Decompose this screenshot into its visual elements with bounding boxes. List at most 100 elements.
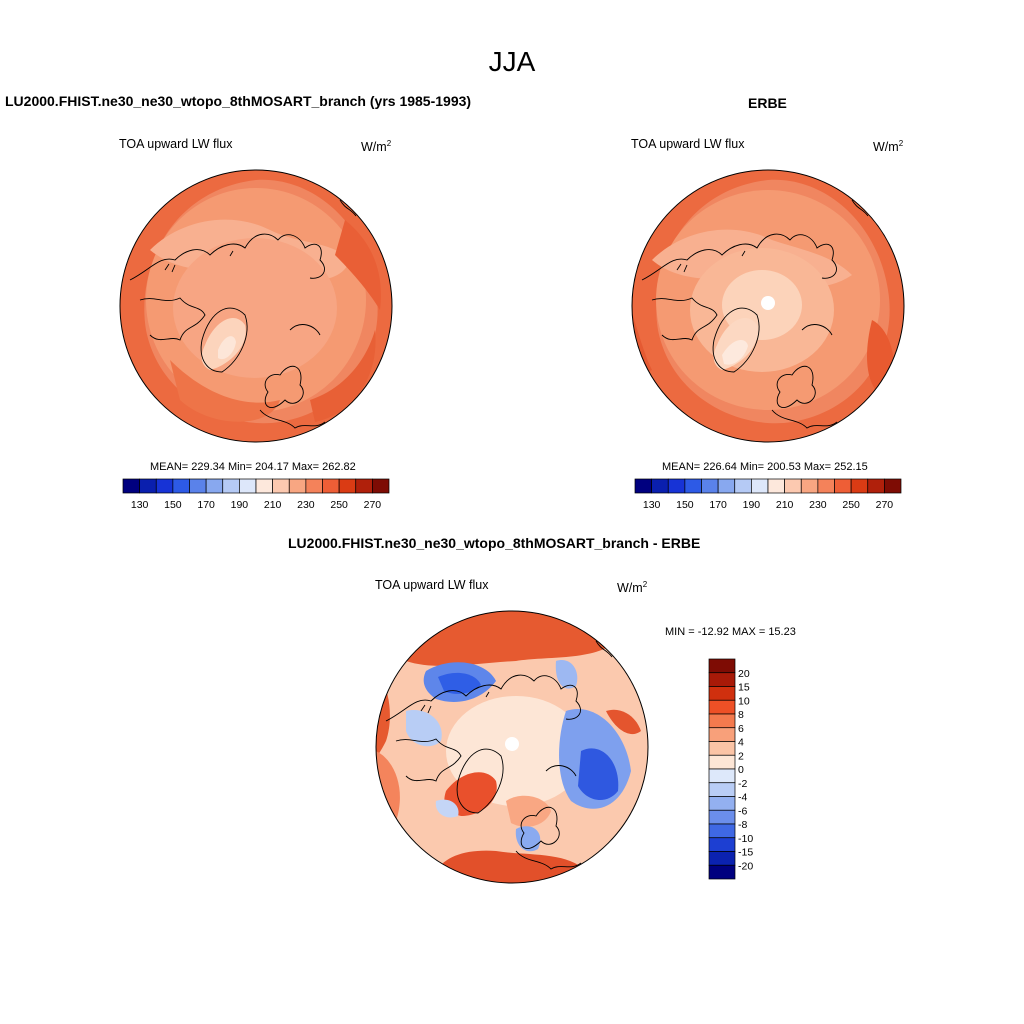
colorbar-tick-label: 170 [197, 499, 215, 511]
colorbar-swatch [767, 478, 785, 494]
obs-map [631, 169, 905, 443]
colorbar-tick-label: -15 [738, 847, 753, 859]
colorbar-swatch [708, 851, 736, 866]
diff-panel-title: LU2000.FHIST.ne30_ne30_wtopo_8thMOSART_b… [288, 535, 701, 551]
colorbar-swatch [850, 478, 869, 494]
diff-units-label: W/m2 [617, 580, 647, 595]
obs-coastlines [641, 199, 869, 429]
colorbar-swatch [708, 864, 736, 880]
colorbar-tick-label: 230 [809, 499, 827, 511]
colorbar-swatch [784, 478, 802, 494]
model-units: W/m [361, 140, 387, 155]
colorbar-tick-label: -8 [738, 819, 747, 831]
figure-title: JJA [488, 46, 536, 77]
model-units-label: W/m2 [361, 139, 391, 154]
colorbar-swatch [834, 478, 852, 494]
colorbar-swatch [222, 478, 240, 494]
model-coastlines [129, 199, 357, 429]
colorbar-tick-label: -10 [738, 833, 753, 845]
colorbar-tick-label: 10 [738, 695, 750, 707]
colorbar-tick-label: -4 [738, 792, 747, 804]
colorbar-swatch [651, 478, 669, 494]
colorbar-tick-label: 230 [297, 499, 315, 511]
colorbar-swatch [708, 741, 736, 756]
diff-map-border [375, 610, 649, 884]
colorbar-tick-label: 150 [676, 499, 694, 511]
colorbar-tick-label: 2 [738, 750, 744, 762]
colorbar-swatch [634, 478, 652, 494]
diff-coastlines [385, 640, 613, 870]
colorbar-tick-label: 210 [264, 499, 282, 511]
model-panel-title: LU2000.FHIST.ne30_ne30_wtopo_8thMOSART_b… [5, 93, 472, 109]
colorbar-tick-label: -2 [738, 778, 747, 790]
obs-units: W/m [873, 140, 899, 155]
colorbar-swatch [717, 478, 736, 494]
colorbar-swatch [734, 478, 752, 494]
colorbar-swatch [288, 478, 307, 494]
colorbar-tick-label: 6 [738, 723, 744, 735]
colorbar-swatch [155, 478, 174, 494]
colorbar-swatch [884, 478, 902, 494]
colorbar-swatch [139, 478, 157, 494]
colorbar-swatch [800, 478, 819, 494]
obs-units-label: W/m2 [873, 139, 903, 154]
colorbar-swatch [255, 478, 273, 494]
colorbar-swatch [708, 754, 736, 770]
colorbar-tick-label: 8 [738, 709, 744, 721]
colorbar-swatch [817, 478, 835, 494]
colorbar-tick-label: 130 [643, 499, 661, 511]
colorbar-swatch [708, 809, 736, 825]
colorbar-tick-label: 210 [776, 499, 794, 511]
obs-units-exp: 2 [898, 139, 904, 148]
colorbar-tick-label: 20 [738, 668, 750, 680]
model-variable-label: TOA upward LW flux [119, 137, 233, 151]
colorbar-swatch [708, 686, 736, 701]
colorbar-tick-label: 170 [709, 499, 727, 511]
colorbar-swatch [708, 727, 736, 742]
model-map-border [119, 169, 393, 443]
colorbar-tick-label: 190 [231, 499, 249, 511]
colorbar-swatch [708, 837, 736, 852]
obs-pole-hole [761, 296, 775, 310]
colorbar-swatch [708, 768, 736, 784]
colorbar-swatch [272, 478, 290, 494]
diff-units: W/m [617, 581, 643, 596]
obs-colorbar: 130 150 170 190 210 230 250 270 [634, 478, 902, 511]
colorbar-swatch [708, 823, 736, 839]
model-map [119, 169, 393, 443]
colorbar-tick-label: 150 [164, 499, 182, 511]
colorbar-swatch [708, 672, 736, 687]
colorbar-swatch [708, 796, 736, 811]
colorbar-swatch [305, 478, 323, 494]
colorbar-tick-label: 270 [876, 499, 894, 511]
colorbar-swatch [684, 478, 702, 494]
diff-pole-hole [505, 737, 519, 751]
colorbar-swatch [355, 478, 373, 494]
colorbar-swatch [205, 478, 224, 494]
colorbar-swatch [338, 478, 357, 494]
colorbar-swatch [667, 478, 686, 494]
colorbar-tick-label: 0 [738, 764, 744, 776]
colorbar-tick-label: 250 [842, 499, 860, 511]
model-map-fill [120, 170, 392, 442]
diff-variable-label: TOA upward LW flux [375, 578, 489, 592]
model-units-exp: 2 [386, 139, 392, 148]
colorbar-tick-label: 250 [330, 499, 348, 511]
colorbar-swatch [708, 658, 736, 674]
colorbar-swatch [172, 478, 190, 494]
colorbar-swatch [701, 478, 719, 494]
diff-map [375, 610, 649, 884]
obs-stats: MEAN= 226.64 Min= 200.53 Max= 252.15 [662, 461, 868, 473]
colorbar-swatch [189, 478, 207, 494]
colorbar-tick-label: 130 [131, 499, 149, 511]
colorbar-tick-label: -20 [738, 860, 753, 872]
obs-variable-label: TOA upward LW flux [631, 137, 745, 151]
colorbar-swatch [239, 478, 257, 494]
model-colorbar: 130 150 170 190 210 230 250 270 [122, 478, 390, 511]
colorbar-swatch [867, 478, 885, 494]
colorbar-swatch [372, 478, 390, 494]
colorbar-tick-label: 270 [364, 499, 382, 511]
colorbar-swatch [708, 782, 736, 797]
diff-units-exp: 2 [642, 580, 648, 589]
